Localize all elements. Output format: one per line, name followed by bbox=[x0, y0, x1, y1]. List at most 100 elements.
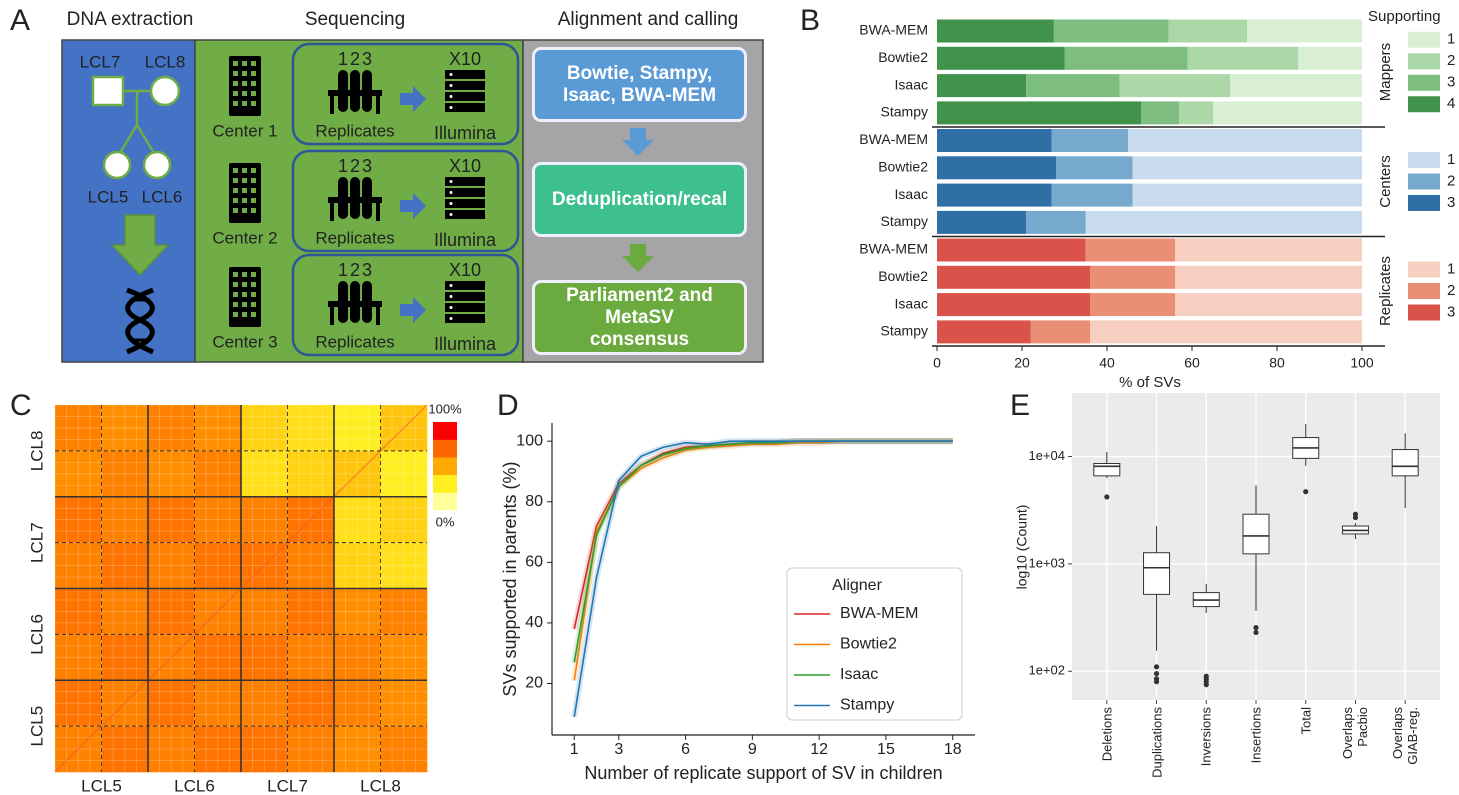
y-axis-label: SVs supported in parents (%) bbox=[500, 461, 520, 696]
x-tick-label: 1 bbox=[570, 741, 579, 758]
server-icon bbox=[445, 303, 485, 312]
bar-segment bbox=[1298, 46, 1362, 70]
building-window bbox=[233, 91, 238, 96]
bar-segment bbox=[1132, 183, 1362, 207]
male-symbol bbox=[91, 75, 125, 107]
server-icon bbox=[445, 210, 485, 219]
heatmap-cell bbox=[287, 726, 335, 773]
legend-swatch bbox=[1408, 173, 1440, 190]
panel-label: E bbox=[1010, 389, 1030, 422]
bar-segment bbox=[1179, 101, 1214, 125]
arrow-icon bbox=[622, 128, 654, 156]
box bbox=[1391, 449, 1419, 477]
x-tick-label: Deletions bbox=[1099, 707, 1115, 762]
rack-icon bbox=[330, 96, 334, 114]
panel-label: C bbox=[10, 389, 32, 422]
heatmap-cell bbox=[194, 542, 242, 589]
replicate-id: 3 bbox=[362, 260, 372, 280]
building-window bbox=[251, 61, 256, 66]
x-tick-label: 0 bbox=[933, 355, 941, 371]
platform-model: X10 bbox=[449, 49, 481, 69]
bar-segment bbox=[937, 183, 1052, 207]
legend-label: 3 bbox=[1447, 303, 1455, 320]
heatmap-cell bbox=[101, 588, 149, 635]
y-tick-label: Stampy bbox=[881, 213, 928, 229]
heatmap-cell bbox=[287, 405, 335, 452]
x-tick-label: 100 bbox=[1350, 355, 1374, 371]
heatmap-cell bbox=[241, 588, 288, 635]
x-tick-label: 12 bbox=[810, 741, 828, 758]
y-tick-label: 60 bbox=[525, 554, 543, 571]
panel-label: D bbox=[497, 389, 519, 422]
heatmap-cell bbox=[380, 588, 428, 635]
building-window bbox=[242, 178, 247, 183]
server-icon bbox=[445, 177, 485, 186]
panel-label: B bbox=[800, 4, 820, 37]
x-axis-label: Number of replicate support of SV in chi… bbox=[584, 763, 942, 783]
building-window bbox=[251, 282, 256, 287]
server-led bbox=[449, 84, 453, 87]
bar-segment bbox=[1119, 74, 1231, 98]
bar-segment bbox=[1213, 101, 1362, 125]
outlier bbox=[1153, 671, 1160, 677]
server-icon bbox=[445, 281, 485, 290]
y-axis-label: log10 (Count) bbox=[1014, 505, 1030, 590]
x-tick-label: Overlaps Pacbio bbox=[1340, 707, 1371, 760]
building-window bbox=[233, 61, 238, 66]
rack-icon bbox=[328, 301, 382, 307]
colorbar-band bbox=[433, 422, 457, 440]
y-tick-label: BWA-MEM bbox=[859, 131, 928, 147]
center-box bbox=[291, 253, 520, 357]
building-window bbox=[242, 272, 247, 277]
heatmap-cell bbox=[287, 680, 335, 727]
bar-segment bbox=[937, 156, 1056, 180]
pipeline-step: Parliament2 and MetaSV consensus bbox=[532, 280, 747, 355]
building-window bbox=[242, 71, 247, 76]
y-tick-label: 100 bbox=[516, 432, 543, 449]
server-led bbox=[449, 191, 453, 194]
server-icon bbox=[445, 292, 485, 301]
heatmap-cell bbox=[148, 542, 195, 589]
server-led bbox=[449, 202, 453, 205]
building-window bbox=[233, 168, 238, 173]
heatmap-cell bbox=[148, 588, 195, 635]
building-window bbox=[233, 71, 238, 76]
server-led bbox=[449, 306, 453, 309]
bar-segment bbox=[937, 129, 1052, 152]
heatmap-cell bbox=[380, 634, 428, 681]
center-box bbox=[291, 149, 520, 253]
y-tick-label: Bowtie2 bbox=[878, 268, 928, 284]
pipeline-step: Bowtie, Stampy, Isaac, BWA-MEM bbox=[532, 47, 747, 122]
server-led bbox=[449, 180, 453, 183]
rack-icon bbox=[330, 307, 334, 325]
heatmap-cell bbox=[380, 542, 428, 589]
heatmap-cell bbox=[101, 496, 149, 543]
bar-segment bbox=[937, 101, 1141, 125]
bar-segment bbox=[1026, 210, 1086, 234]
colorbar-band bbox=[433, 474, 457, 493]
heatmap-cell bbox=[194, 450, 242, 498]
replicate-id: 1 bbox=[338, 49, 348, 69]
building-window bbox=[251, 71, 256, 76]
legend-label: Isaac bbox=[840, 666, 878, 683]
series-line bbox=[573, 440, 953, 717]
building-window bbox=[233, 81, 238, 86]
section-title: Sequencing bbox=[305, 9, 405, 30]
server-led bbox=[449, 213, 453, 216]
y-tick-label: Isaac bbox=[895, 295, 928, 311]
replicates-label: Replicates bbox=[315, 228, 394, 247]
heatmap-cell bbox=[334, 405, 381, 452]
x-tick-label: Insertions bbox=[1248, 707, 1264, 764]
building-window bbox=[242, 198, 247, 203]
legend-swatch bbox=[1408, 53, 1440, 70]
y-tick-label: 1e+03 bbox=[1028, 555, 1065, 570]
heatmap-cell bbox=[101, 634, 149, 681]
legend-label: 2 bbox=[1447, 52, 1455, 69]
box bbox=[1143, 552, 1171, 595]
rack-icon bbox=[328, 90, 382, 96]
x-tick-label: 40 bbox=[1099, 355, 1115, 371]
bar-segment bbox=[1051, 183, 1133, 207]
replicates-label: Replicates bbox=[315, 121, 394, 140]
y-tick-label: LCL8 bbox=[27, 431, 46, 472]
